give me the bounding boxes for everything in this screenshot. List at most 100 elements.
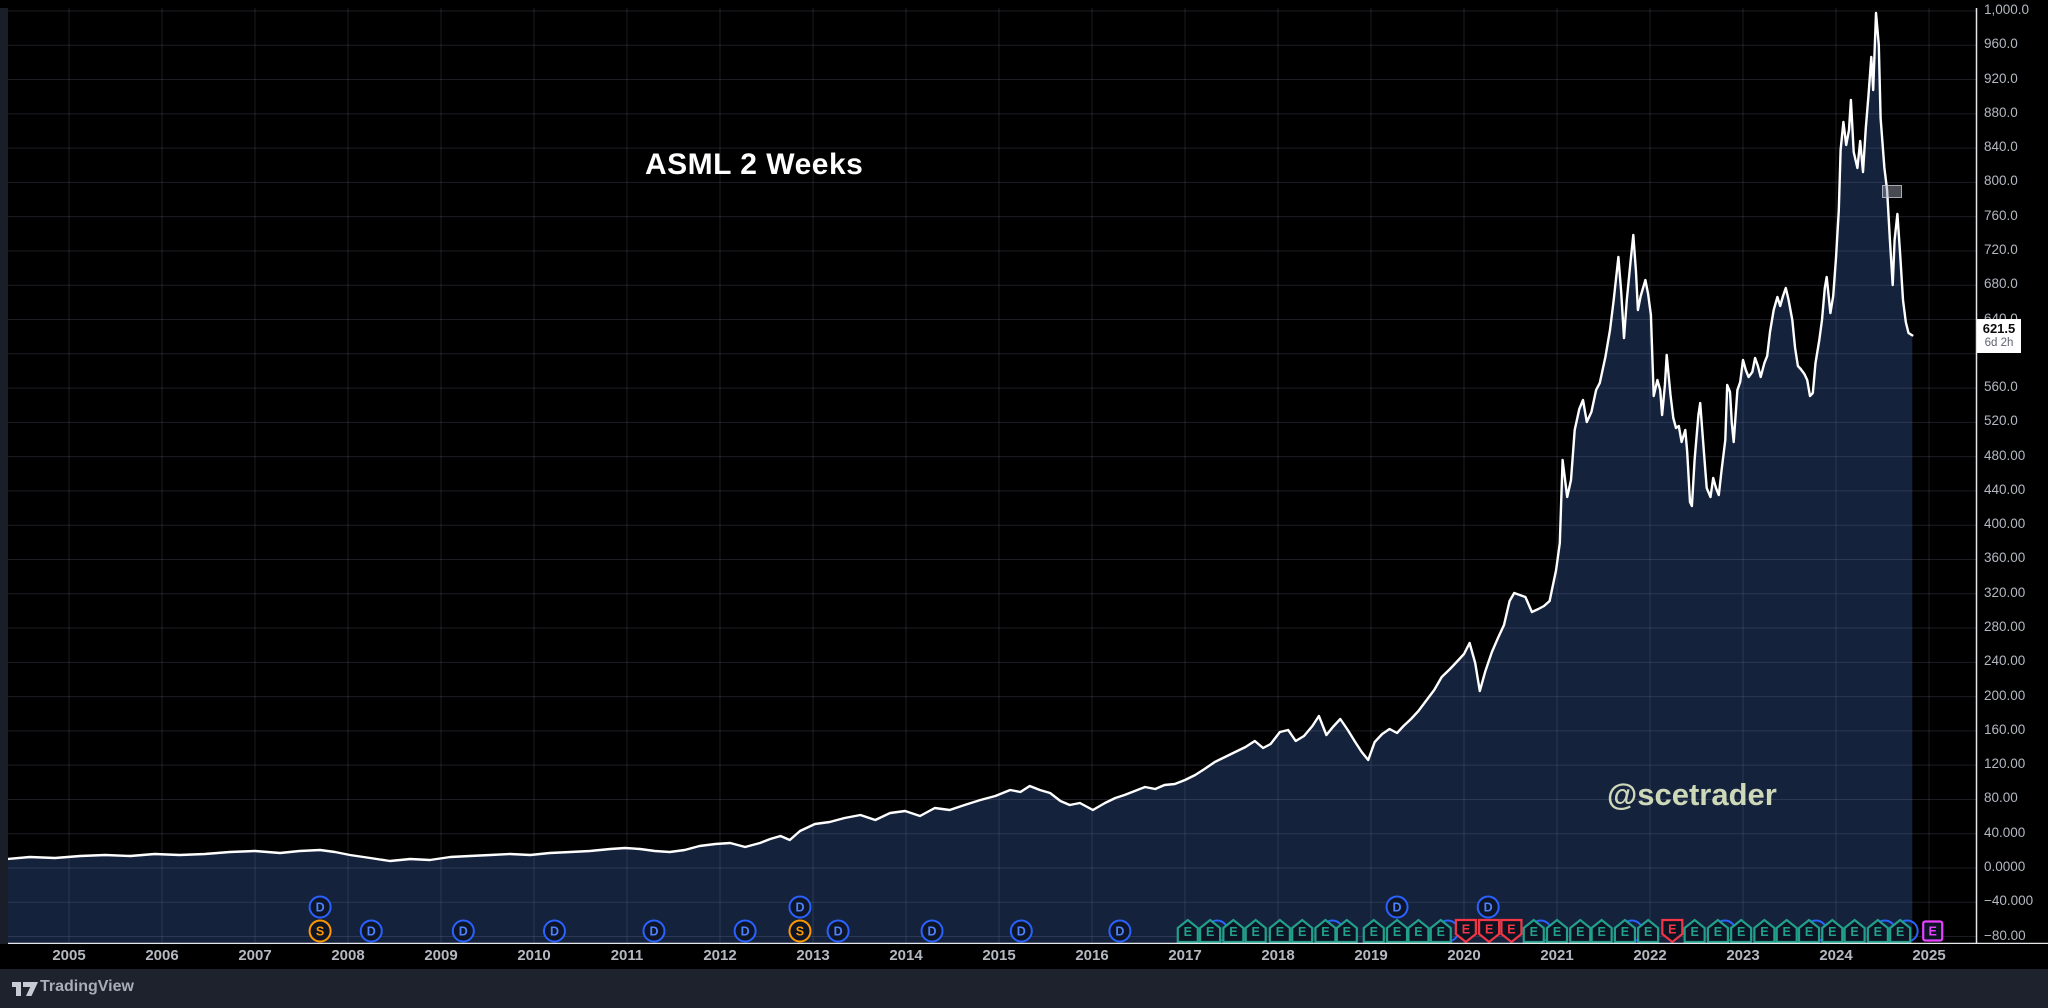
earnings-marker-beat[interactable]: E (1590, 918, 1613, 944)
dividend-marker[interactable]: D (1108, 919, 1132, 943)
dividend-marker[interactable]: D (1385, 895, 1409, 919)
price-axis-label: 880.0 (1984, 104, 2018, 120)
svg-text:E: E (1530, 925, 1538, 939)
svg-text:E: E (1874, 925, 1882, 939)
dividend-marker[interactable]: D (733, 919, 757, 943)
svg-text:D: D (741, 925, 750, 939)
watermark-handle: @scetrader (1607, 777, 1777, 812)
year-label: 2023 (1726, 947, 1760, 964)
chart-title: ASML 2 Weeks (645, 148, 864, 181)
svg-text:S: S (316, 925, 324, 939)
dividend-marker[interactable]: D (826, 919, 850, 943)
svg-text:E: E (1621, 925, 1629, 939)
earnings-marker-beat[interactable]: E (1775, 918, 1798, 944)
tradingview-logo-icon[interactable] (12, 977, 39, 1001)
earnings-marker-beat[interactable]: E (1797, 918, 1828, 944)
svg-text:E: E (1252, 925, 1260, 939)
price-axis-label: 560.0 (1984, 379, 2018, 395)
earnings-marker-miss[interactable]: E (1478, 918, 1501, 944)
svg-text:E: E (1760, 925, 1768, 939)
price-axis-label: 200.00 (1984, 687, 2026, 703)
year-label: 2020 (1447, 947, 1481, 964)
earnings-marker-beat[interactable]: E (1889, 918, 1919, 944)
svg-text:E: E (1828, 925, 1836, 939)
earnings-marker-beat[interactable]: E (1362, 918, 1385, 944)
price-axis-label: 800.0 (1984, 173, 2018, 189)
earnings-marker-beat[interactable]: E (1429, 918, 1460, 944)
dividend-marker[interactable]: D (642, 919, 666, 943)
footer-bar: TradingView (0, 969, 2048, 1008)
earnings-marker-beat[interactable]: E (1222, 918, 1245, 944)
price-axis-label: 760.0 (1984, 207, 2018, 223)
svg-text:E: E (1393, 925, 1401, 939)
price-axis-label: −80.00 (1984, 927, 2026, 943)
earnings-marker-beat[interactable]: E (1683, 918, 1706, 944)
earnings-marker-beat[interactable]: E (1407, 918, 1430, 944)
svg-text:E: E (1485, 923, 1493, 937)
earnings-marker-beat[interactable]: E (1335, 918, 1358, 944)
year-label: 2015 (982, 947, 1016, 964)
svg-text:D: D (367, 925, 376, 939)
price-axis-label: 480.00 (1984, 447, 2026, 463)
year-label: 2017 (1168, 947, 1202, 964)
earnings-marker-beat[interactable]: E (1291, 918, 1314, 944)
svg-text:E: E (1507, 923, 1515, 937)
dividend-marker[interactable]: D (1009, 919, 1033, 943)
year-label: 2007 (238, 947, 272, 964)
earnings-marker-beat[interactable]: E (1385, 918, 1409, 944)
svg-text:E: E (1184, 925, 1192, 939)
last-price-value: 621.5 (1982, 321, 2016, 337)
svg-text:E: E (1668, 923, 1676, 937)
drawing-anchor[interactable] (1882, 185, 1902, 198)
year-label: 2013 (796, 947, 830, 964)
earnings-marker-miss[interactable]: E (1454, 918, 1477, 944)
earnings-marker-beat[interactable]: E (1730, 918, 1753, 944)
svg-text:E: E (1298, 925, 1306, 939)
earnings-marker-beat[interactable]: E (1569, 918, 1592, 944)
earnings-marker-beat[interactable]: E (1244, 918, 1267, 944)
svg-text:D: D (834, 925, 843, 939)
plot-area[interactable] (8, 8, 1976, 943)
price-axis-label: 120.00 (1984, 756, 2026, 772)
earnings-marker-beat[interactable]: E (1545, 918, 1569, 944)
earnings-marker-upcoming[interactable]: E (1922, 920, 1944, 942)
earnings-marker-miss[interactable]: E (1500, 918, 1523, 944)
svg-text:E: E (1850, 925, 1858, 939)
time-axis[interactable]: 2005 2006 2007 2008 2009 2010 2011 2012 2013 2014… (0, 944, 2048, 969)
earnings-marker-beat[interactable]: E (1637, 918, 1660, 944)
earnings-marker-beat[interactable]: E (1843, 918, 1866, 944)
dividend-marker[interactable]: D (1476, 895, 1500, 919)
price-axis-label: 1,000.0 (1984, 2, 2030, 17)
price-area-fill (8, 13, 1913, 943)
tradingview-brand-text[interactable]: TradingView (40, 978, 134, 995)
year-label: 2008 (331, 947, 365, 964)
price-axis-label: 520.0 (1984, 413, 2018, 429)
dividend-marker[interactable]: D (308, 895, 332, 919)
dividend-marker[interactable]: D (788, 895, 812, 919)
earnings-marker-miss[interactable]: E (1661, 918, 1684, 944)
dividend-marker[interactable]: D (542, 919, 566, 943)
price-axis-label: 360.00 (1984, 550, 2026, 566)
svg-text:D: D (1017, 925, 1026, 939)
svg-text:D: D (459, 925, 468, 939)
earnings-marker-beat[interactable]: E (1268, 918, 1291, 944)
earnings-marker-beat[interactable]: E (1314, 918, 1344, 944)
split-marker[interactable]: S (788, 919, 812, 943)
dividend-marker[interactable]: D (359, 919, 383, 943)
svg-text:D: D (316, 901, 325, 915)
year-label: 2025 (1912, 947, 1946, 964)
year-label: 2021 (1540, 947, 1574, 964)
dividend-marker[interactable]: D (451, 919, 475, 943)
price-axis-label: 960.0 (1984, 36, 2018, 52)
price-axis-label: 280.00 (1984, 619, 2026, 635)
year-label: 2006 (145, 947, 179, 964)
year-label: 2016 (1075, 947, 1109, 964)
earnings-marker-beat[interactable]: E (1821, 918, 1844, 944)
svg-text:E: E (1576, 925, 1584, 939)
price-axis-label: 320.00 (1984, 584, 2026, 600)
dividend-marker[interactable]: D (920, 919, 944, 943)
earnings-marker-beat[interactable]: E (1753, 918, 1776, 944)
split-marker[interactable]: S (308, 919, 332, 943)
earnings-marker-beat[interactable]: E (1176, 918, 1199, 944)
